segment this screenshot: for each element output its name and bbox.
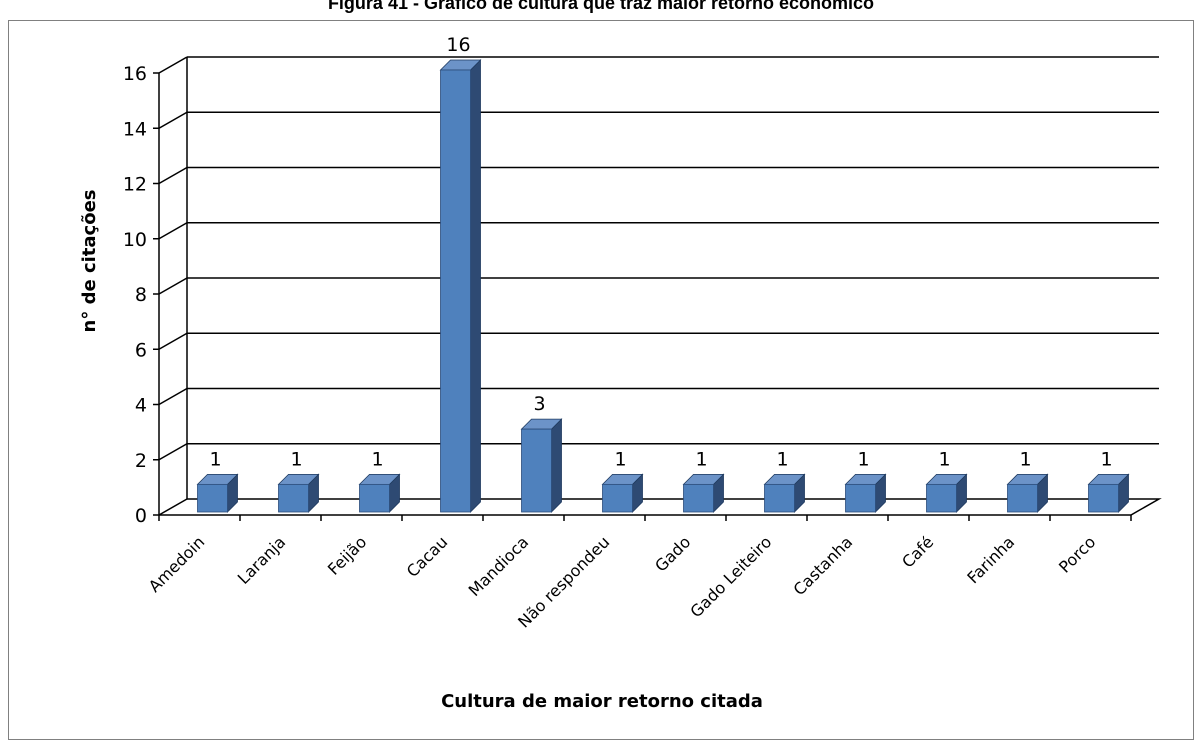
data-label: 1 [695,448,707,470]
y-tick-label: 10 [123,229,147,251]
data-label: 3 [533,393,545,415]
data-label: 1 [209,448,221,470]
bar-front [602,483,633,513]
bar [844,473,887,513]
figure-caption: Figura 41 - Gráfico de cultura que traz … [327,0,875,13]
gridline-side [158,443,188,461]
category-label: Laranja [234,532,290,588]
x-axis-title: Cultura de maior retorno citada [441,691,763,712]
bar [439,59,482,513]
bar-front [440,69,471,513]
gridline-side [158,56,188,74]
y-tick-label: 14 [123,118,147,140]
bar-front [764,483,795,513]
gridline-side [158,111,188,129]
bar [196,473,239,513]
data-label: 1 [776,448,788,470]
category-label: Mandioca [465,532,533,600]
category-label: Cacau [403,532,452,581]
data-label: 1 [1100,448,1112,470]
gridline-side [158,387,188,406]
bar-side [470,59,481,513]
y-tick-label: 12 [123,174,147,196]
bar-front [926,483,957,513]
bar [763,473,806,513]
bar [1006,473,1049,513]
category-label: Farinha [963,532,1018,587]
bar [358,473,401,513]
data-label: 16 [446,34,470,56]
bar-front [278,483,309,513]
category-label: Feijão [324,532,370,578]
bar [277,473,320,513]
bar-side [551,418,562,513]
bar [925,473,968,513]
data-label: 1 [938,448,950,470]
y-tick-label: 0 [135,505,147,527]
data-label: 1 [290,448,302,470]
data-label: 1 [857,448,869,470]
bar-front [1088,483,1119,513]
bar-front [845,483,876,513]
bar-front [359,483,390,513]
bar-front [1007,483,1038,513]
y-tick-label: 2 [135,450,147,472]
category-label: Amedoin [145,532,209,596]
bars [196,59,1130,513]
bar-front [197,483,228,513]
y-tick-label: 4 [135,395,147,417]
bar [601,473,644,513]
category-label: Gado [651,532,694,575]
y-axis-title: n° de citações [79,190,100,333]
gridline-side [158,498,188,516]
bar [682,473,725,513]
data-label: 1 [1019,448,1031,470]
category-label: Porco [1055,532,1099,576]
category-label: Gado Leiteiro [686,532,775,621]
gridline-side [158,222,188,240]
bar-front [683,483,714,513]
y-axis-ticks: 0 2 4 6 8 10 12 14 16 [123,63,159,527]
bar [520,418,563,513]
bar-front [521,428,552,513]
y-tick-label: 16 [123,63,147,85]
axes [158,57,1162,521]
gridline-side [158,332,188,350]
data-label: 1 [614,448,626,470]
gridline-side [158,166,188,185]
y-tick-label: 6 [135,339,147,361]
y-tick-label: 8 [135,284,147,306]
chart-frame: 0 2 4 6 8 10 12 14 16 1 1 1 16 3 1 1 1 1 1 1 1 Amedoin Laran… [8,20,1194,740]
category-label: Café [898,532,937,571]
bar [1087,473,1130,513]
gridline-side [158,277,188,295]
data-label: 1 [371,448,383,470]
gridlines [158,56,1159,516]
category-label: Castanha [790,532,857,599]
